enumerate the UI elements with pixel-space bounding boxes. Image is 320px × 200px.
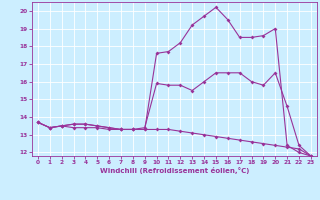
X-axis label: Windchill (Refroidissement éolien,°C): Windchill (Refroidissement éolien,°C): [100, 167, 249, 174]
